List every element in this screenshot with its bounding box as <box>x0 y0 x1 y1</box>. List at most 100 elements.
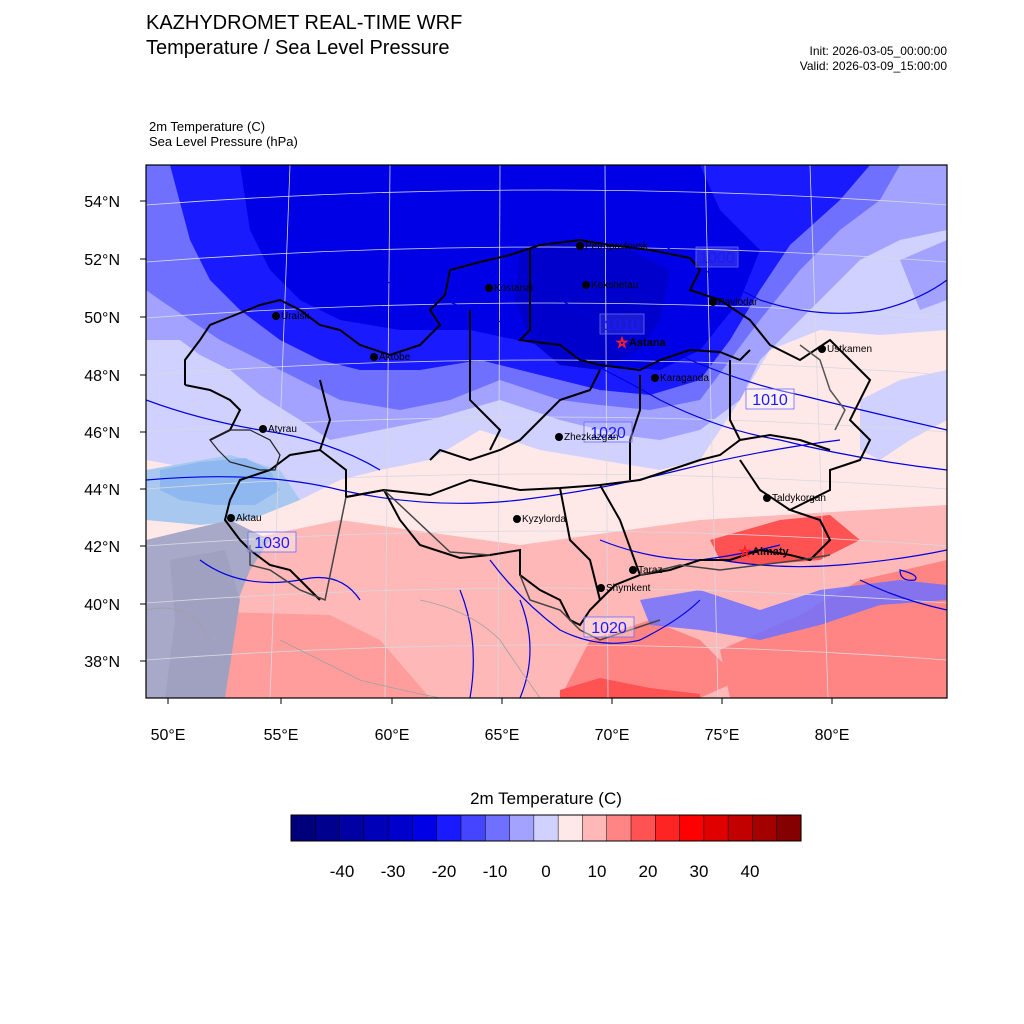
country-borders <box>184 238 872 641</box>
valid-time: Valid: 2026-03-09_15:00:00 <box>799 59 947 73</box>
colorbar-cell <box>387 814 413 842</box>
colorbar-cell <box>679 814 705 842</box>
minor-borders <box>146 599 541 698</box>
capital-star-icon: ☆ <box>739 545 751 560</box>
isobar-label: 1020 <box>591 620 627 637</box>
city-dot <box>259 425 267 433</box>
colorbar-cell <box>557 814 583 842</box>
colorbar-frame <box>290 814 802 842</box>
isobar-label-box <box>599 313 645 335</box>
city-dot <box>629 566 637 574</box>
colorbar-tick-label: 20 <box>639 862 658 881</box>
isobar-label-box <box>695 246 739 268</box>
colorbar-cells <box>290 814 802 842</box>
city-label: Karaganda <box>660 373 709 384</box>
pressure-field-label: Sea Level Pressure (hPa) <box>149 134 298 149</box>
colorbar-cell <box>752 814 778 842</box>
lat-tick-label: 54°N <box>84 194 120 211</box>
lon-tick-label: 75°E <box>705 727 740 744</box>
city-dot <box>227 514 235 522</box>
city-dot <box>597 584 605 592</box>
city-label: Ustkamen <box>827 344 872 355</box>
lon-tick-label: 70°E <box>595 727 630 744</box>
graticule <box>146 165 947 698</box>
city-dot <box>272 312 280 320</box>
capital-star-icon: ☆ <box>616 336 628 351</box>
city-label: Astana <box>629 337 667 349</box>
isobar-label: 1010 <box>604 317 640 334</box>
city-label: Atyrau <box>268 424 297 435</box>
lon-tick-label: 80°E <box>815 727 850 744</box>
city-label: Kyzylorda <box>522 514 566 525</box>
isobar-label: 1010 <box>752 392 788 409</box>
isobar-label: 1020 <box>590 425 626 442</box>
map-title: KAZHYDROMET REAL-TIME WRF <box>146 12 463 34</box>
isobar-label-box <box>583 616 635 638</box>
city-label: Almaty <box>752 546 790 558</box>
city-label: Pavlodar <box>718 297 758 308</box>
init-time: Init: 2026-03-05_00:00:00 <box>809 44 947 58</box>
colorbar-cell <box>655 814 681 842</box>
city-dot <box>818 345 826 353</box>
colorbar-tick-label: -10 <box>483 862 508 881</box>
city-label: Taldykorgan <box>772 493 826 504</box>
city-dot <box>513 515 521 523</box>
colorbar: 2m Temperature (C) -40 -30 -20 -10 0 10 … <box>290 789 802 881</box>
city-dot <box>370 353 378 361</box>
colorbar-tick-label: -20 <box>432 862 457 881</box>
colorbar-cell <box>606 814 632 842</box>
city-label: Petropavlovsk <box>585 241 649 252</box>
colorbar-cell <box>436 814 462 842</box>
lat-tick-label: 40°N <box>84 597 120 614</box>
colorbar-cell <box>582 814 608 842</box>
isobar-label-box <box>247 531 297 553</box>
city-dot <box>709 298 717 306</box>
isobar-label: 1030 <box>254 535 290 552</box>
city-dot <box>763 494 771 502</box>
map-axes: 54°N 52°N 50°N 48°N 46°N 44°N 42°N 40°N … <box>84 194 849 744</box>
city-markers: Petropavlovsk Kostanai Kokshetau Pavloda… <box>227 241 872 594</box>
colorbar-cell <box>339 814 365 842</box>
colorbar-cell <box>727 814 753 842</box>
city-label: Aktau <box>236 513 262 524</box>
lon-tick-label: 50°E <box>151 727 186 744</box>
colorbar-cell <box>485 814 511 842</box>
colorbar-tick-label: 30 <box>690 862 709 881</box>
colorbar-tick-label: 0 <box>541 862 550 881</box>
map-subtitle: Temperature / Sea Level Pressure <box>146 37 450 59</box>
colorbar-cell <box>630 814 656 842</box>
city-dot <box>485 284 493 292</box>
city-label: Shymkent <box>606 583 651 594</box>
colorbar-cell <box>363 814 389 842</box>
isobar-labels: 1000 1010 1010 1020 1030 1020 <box>247 246 795 638</box>
lat-tick-label: 38°N <box>84 654 120 671</box>
lat-tick-label: 46°N <box>84 425 120 442</box>
city-dot <box>651 374 659 382</box>
city-label: Zhezkazgan <box>564 432 618 443</box>
colorbar-cell <box>776 814 802 842</box>
city-label: Uralsk <box>281 311 310 322</box>
lat-tick-label: 52°N <box>84 252 120 269</box>
run-times: Init: 2026-03-05_00:00:00 Valid: 2026-03… <box>800 44 947 74</box>
lon-tick-label: 55°E <box>264 727 299 744</box>
colorbar-cell <box>460 814 486 842</box>
colorbar-cell <box>533 814 559 842</box>
city-label: Aktobe <box>379 352 411 363</box>
lat-tick-label: 42°N <box>84 539 120 556</box>
city-label: Kokshetau <box>591 280 638 291</box>
colorbar-tick-label: -30 <box>381 862 406 881</box>
isobar-label-box <box>583 421 633 443</box>
lon-tick-label: 60°E <box>375 727 410 744</box>
colorbar-tick-label: 10 <box>588 862 607 881</box>
colorbar-cell <box>509 814 535 842</box>
isobar-label: 1000 <box>699 250 735 267</box>
colorbar-cell <box>412 814 438 842</box>
colorbar-cell <box>315 814 341 842</box>
colorbar-cell <box>290 814 316 842</box>
lat-tick-label: 48°N <box>84 368 120 385</box>
city-label: Kostanai <box>494 283 533 294</box>
city-label: Taraz <box>638 565 662 576</box>
lat-tick-label: 50°N <box>84 310 120 327</box>
colorbar-title: 2m Temperature (C) <box>470 789 622 808</box>
